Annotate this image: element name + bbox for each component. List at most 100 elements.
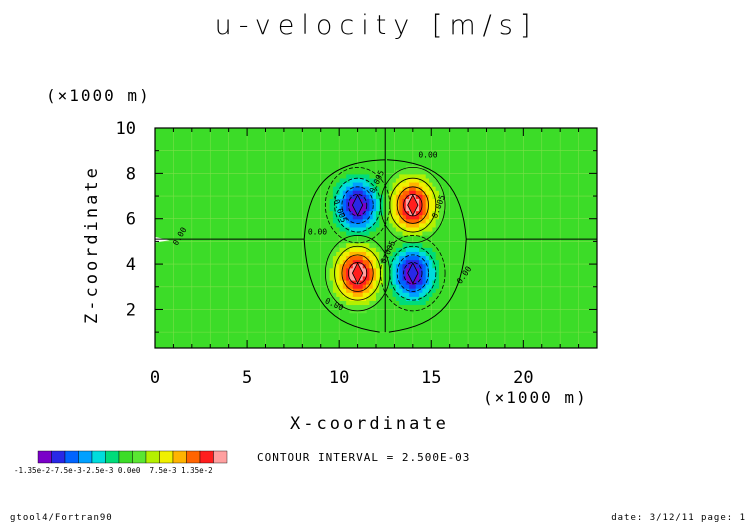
heat-cell <box>349 222 354 228</box>
heat-cell <box>342 181 347 187</box>
heat-cell <box>415 214 420 220</box>
heat-cell <box>339 206 344 212</box>
heat-cell <box>432 296 437 301</box>
heat-cell <box>366 173 370 179</box>
heat-cell <box>399 206 404 212</box>
heat-cell <box>435 251 440 257</box>
heat-cell <box>415 284 420 289</box>
heat-cell <box>366 263 370 269</box>
heat-cell <box>402 214 407 220</box>
heat-cell <box>349 202 354 208</box>
heat-cell <box>432 251 437 257</box>
heat-cell <box>435 206 440 212</box>
heat-cell <box>356 190 361 195</box>
heat-cell <box>336 222 341 228</box>
heat-cell <box>346 288 351 293</box>
heat-cell <box>422 271 427 277</box>
heat-cell <box>379 214 384 220</box>
heat-cell <box>395 177 400 183</box>
heat-cell <box>409 226 414 232</box>
heat-cell <box>399 177 404 183</box>
heat-cell <box>349 198 354 203</box>
heat-cell <box>395 271 400 277</box>
heat-cell <box>346 198 351 203</box>
heat-cell <box>349 292 354 297</box>
heat-cell <box>379 222 384 228</box>
heat-cell <box>362 202 367 208</box>
heat-cell <box>438 263 443 269</box>
chart-title: u-velocity [m/s] <box>214 10 538 41</box>
heat-cell <box>366 259 370 265</box>
heat-cell <box>356 247 361 252</box>
heat-cell <box>429 222 433 228</box>
heat-cell <box>339 275 344 281</box>
heat-cell <box>392 222 397 228</box>
heat-cell <box>419 267 424 273</box>
heat-cell <box>369 271 374 277</box>
heat-cell <box>402 259 407 265</box>
heat-cell <box>419 292 424 297</box>
heat-cell <box>329 259 334 265</box>
heat-cell <box>409 292 414 297</box>
heat-cell <box>336 288 341 293</box>
extremum-center <box>407 262 419 285</box>
heat-cell <box>326 206 331 212</box>
heat-cell <box>405 304 410 310</box>
heat-cell <box>429 181 433 187</box>
heat-cell <box>349 296 354 301</box>
heat-cell <box>336 267 341 273</box>
heat-cell <box>329 206 334 212</box>
heat-cell <box>389 186 394 191</box>
heat-cell <box>399 267 404 273</box>
heat-cell <box>392 247 397 252</box>
heat-cell <box>356 181 361 187</box>
heat-cell <box>366 222 370 228</box>
heat-cell <box>438 259 443 265</box>
heat-cell <box>399 226 404 232</box>
heat-cell <box>422 296 427 301</box>
heat-cell <box>389 181 394 187</box>
heat-cell <box>372 259 377 265</box>
heat-cell <box>372 177 377 183</box>
heat-cell <box>352 181 357 187</box>
heat-cell <box>349 275 354 281</box>
heat-cell <box>369 202 374 208</box>
heat-cell <box>356 259 361 265</box>
heat-cell <box>326 267 331 273</box>
heat-cell <box>336 247 341 252</box>
heat-cell <box>429 259 433 265</box>
heat-cell <box>415 304 420 310</box>
heat-cell <box>402 181 407 187</box>
heat-cell <box>435 181 440 187</box>
heat-cell <box>359 251 364 257</box>
heat-cell <box>425 194 430 199</box>
heat-cell <box>349 304 354 310</box>
heat-cell <box>349 177 354 183</box>
heat-cell <box>339 194 344 199</box>
heat-cell <box>419 251 424 257</box>
heat-cell <box>372 284 377 289</box>
heat-cell <box>419 271 424 277</box>
heat-cell <box>425 243 430 248</box>
heat-cell <box>432 284 437 289</box>
heat-cell <box>362 173 367 179</box>
heat-cell <box>392 210 397 216</box>
heat-cell <box>438 214 443 220</box>
heat-cell <box>399 202 404 208</box>
heat-cell <box>429 271 433 277</box>
heat-cell <box>405 296 410 301</box>
heat-cell <box>435 255 440 261</box>
y-tick-label: 10 <box>116 119 136 139</box>
heat-cell <box>419 263 424 269</box>
heat-cell <box>402 292 407 297</box>
heat-cell <box>432 202 437 208</box>
heat-cell <box>366 279 370 285</box>
heat-cell <box>435 279 440 285</box>
heat-cell <box>432 190 437 195</box>
colorbar-labels: -1.35e-2-7.5e-3-2.5e-3 0.0e0 7.5e-3 1.35… <box>14 466 213 475</box>
heat-cell <box>376 271 380 277</box>
heat-cell <box>412 288 417 293</box>
heat-cell <box>332 226 337 232</box>
heat-cell <box>372 230 377 236</box>
heat-cell <box>336 279 341 285</box>
